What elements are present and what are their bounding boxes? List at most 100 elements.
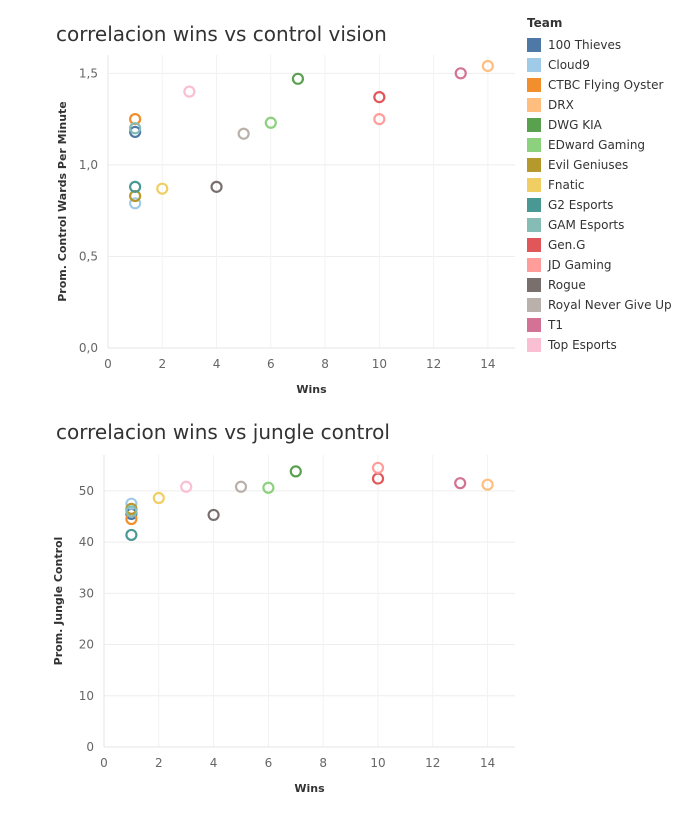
data-point bbox=[289, 465, 302, 478]
data-point bbox=[183, 85, 196, 98]
legend-item[interactable]: DWG KIA bbox=[527, 115, 692, 135]
data-point bbox=[125, 528, 138, 542]
legend-swatch bbox=[527, 138, 541, 152]
legend-swatch bbox=[527, 178, 541, 192]
x-tick-label: 12 bbox=[425, 756, 440, 770]
legend-item[interactable]: Gen.G bbox=[527, 235, 692, 255]
legend-item[interactable]: CTBC Flying Oyster bbox=[527, 75, 692, 95]
data-point bbox=[291, 72, 305, 85]
legend-swatch bbox=[527, 58, 541, 72]
legend-swatch bbox=[527, 78, 541, 92]
legend-item[interactable]: Cloud9 bbox=[527, 55, 692, 75]
legend-swatch bbox=[527, 238, 541, 252]
chart-title-control-vision: correlacion wins vs control vision bbox=[56, 22, 387, 46]
y-tick-label: 20 bbox=[79, 638, 94, 652]
legend-item[interactable]: JD Gaming bbox=[527, 255, 692, 275]
data-point bbox=[454, 477, 467, 490]
data-point bbox=[129, 180, 142, 193]
data-point bbox=[129, 125, 142, 139]
legend-swatch bbox=[527, 98, 541, 112]
legend-swatch bbox=[527, 198, 541, 212]
legend-label: JD Gaming bbox=[548, 258, 612, 272]
legend-label: T1 bbox=[548, 318, 563, 332]
x-tick-label: 6 bbox=[267, 357, 275, 371]
legend-item[interactable]: Rogue bbox=[527, 275, 692, 295]
x-axis-title: Wins bbox=[294, 782, 325, 795]
legend-label: Gen.G bbox=[548, 238, 586, 252]
y-tick-label: 0 bbox=[86, 740, 94, 754]
legend-label: GAM Esports bbox=[548, 218, 625, 232]
legend-label: Rogue bbox=[548, 278, 586, 292]
y-axis-title: Prom. Control Wards Per Minute bbox=[56, 101, 69, 302]
legend-swatch bbox=[527, 338, 541, 352]
data-point bbox=[234, 480, 248, 493]
legend-item[interactable]: G2 Esports bbox=[527, 195, 692, 215]
legend-item[interactable]: Evil Geniuses bbox=[527, 155, 692, 175]
x-tick-label: 6 bbox=[265, 756, 273, 770]
data-point bbox=[373, 91, 386, 104]
y-axis-title: Prom. Jungle Control bbox=[52, 537, 65, 666]
x-tick-label: 14 bbox=[480, 756, 495, 770]
y-tick-label: 40 bbox=[79, 535, 94, 549]
data-point bbox=[129, 122, 142, 135]
x-tick-label: 10 bbox=[372, 357, 387, 371]
legend-item[interactable]: 100 Thieves bbox=[527, 35, 692, 55]
data-point bbox=[454, 67, 467, 80]
data-point bbox=[210, 180, 223, 193]
data-point bbox=[152, 491, 165, 505]
legend-swatch bbox=[527, 118, 541, 132]
legend-swatch bbox=[527, 258, 541, 272]
data-point bbox=[264, 116, 277, 129]
legend-swatch bbox=[527, 218, 541, 232]
legend-label: Royal Never Give Up bbox=[548, 298, 672, 312]
y-tick-label: 50 bbox=[79, 484, 94, 498]
legend-item[interactable]: GAM Esports bbox=[527, 215, 692, 235]
x-tick-label: 0 bbox=[104, 357, 112, 371]
legend-label: Evil Geniuses bbox=[548, 158, 629, 172]
x-tick-label: 8 bbox=[319, 756, 327, 770]
legend-item[interactable]: DRX bbox=[527, 95, 692, 115]
y-tick-label: 0,0 bbox=[79, 341, 98, 355]
data-point bbox=[125, 497, 138, 510]
scatter-plot-control-vision: 0 2 4 6 8 10 12 14 0,0 0,5 1,0 1,5 Wins Prom. Control… bbox=[56, 55, 515, 396]
x-tick-label: 2 bbox=[158, 357, 166, 371]
legend-items: 100 Thieves Cloud9 CTBC Flying Oyster DRX DW… bbox=[527, 35, 692, 355]
data-point bbox=[180, 480, 193, 493]
legend-label: Cloud9 bbox=[548, 58, 590, 72]
legend-label: Fnatic bbox=[548, 178, 585, 192]
y-tick-label: 0,5 bbox=[79, 249, 98, 263]
x-tick-label: 12 bbox=[426, 357, 441, 371]
data-point bbox=[371, 461, 385, 474]
data-point bbox=[125, 505, 138, 518]
x-tick-label: 0 bbox=[100, 756, 108, 770]
data-point bbox=[156, 182, 169, 195]
data-point bbox=[481, 478, 494, 491]
x-tick-label: 2 bbox=[155, 756, 163, 770]
legend-item[interactable]: T1 bbox=[527, 315, 692, 335]
data-point bbox=[129, 197, 142, 210]
legend-item[interactable]: EDward Gaming bbox=[527, 135, 692, 155]
x-tick-label: 4 bbox=[210, 756, 218, 770]
x-tick-label: 10 bbox=[370, 756, 385, 770]
data-point bbox=[373, 112, 386, 126]
legend-swatch bbox=[527, 158, 541, 172]
legend-swatch bbox=[527, 278, 541, 292]
legend-item[interactable]: Fnatic bbox=[527, 175, 692, 195]
y-tick-label: 30 bbox=[79, 586, 94, 600]
legend-item[interactable]: Royal Never Give Up bbox=[527, 295, 692, 315]
chart-title-jungle-control: correlacion wins vs jungle control bbox=[56, 420, 390, 444]
legend-item[interactable]: Top Esports bbox=[527, 335, 692, 355]
data-point bbox=[237, 127, 250, 140]
legend-swatch bbox=[527, 38, 541, 52]
legend-swatch bbox=[527, 318, 541, 332]
legend-swatch bbox=[527, 298, 541, 312]
legend-label: DWG KIA bbox=[548, 118, 602, 132]
y-tick-label: 1,5 bbox=[79, 66, 98, 80]
x-axis-title: Wins bbox=[296, 383, 327, 396]
legend-title: Team bbox=[527, 16, 563, 30]
legend-label: EDward Gaming bbox=[548, 138, 646, 152]
legend-label: G2 Esports bbox=[548, 198, 614, 212]
y-tick-label: 10 bbox=[79, 689, 94, 703]
scatter-plot-jungle-control: 0 2 4 6 8 10 12 14 0 10 20 30 40 50 Wins Prom. Jungle C… bbox=[52, 455, 515, 795]
x-tick-label: 8 bbox=[321, 357, 329, 371]
